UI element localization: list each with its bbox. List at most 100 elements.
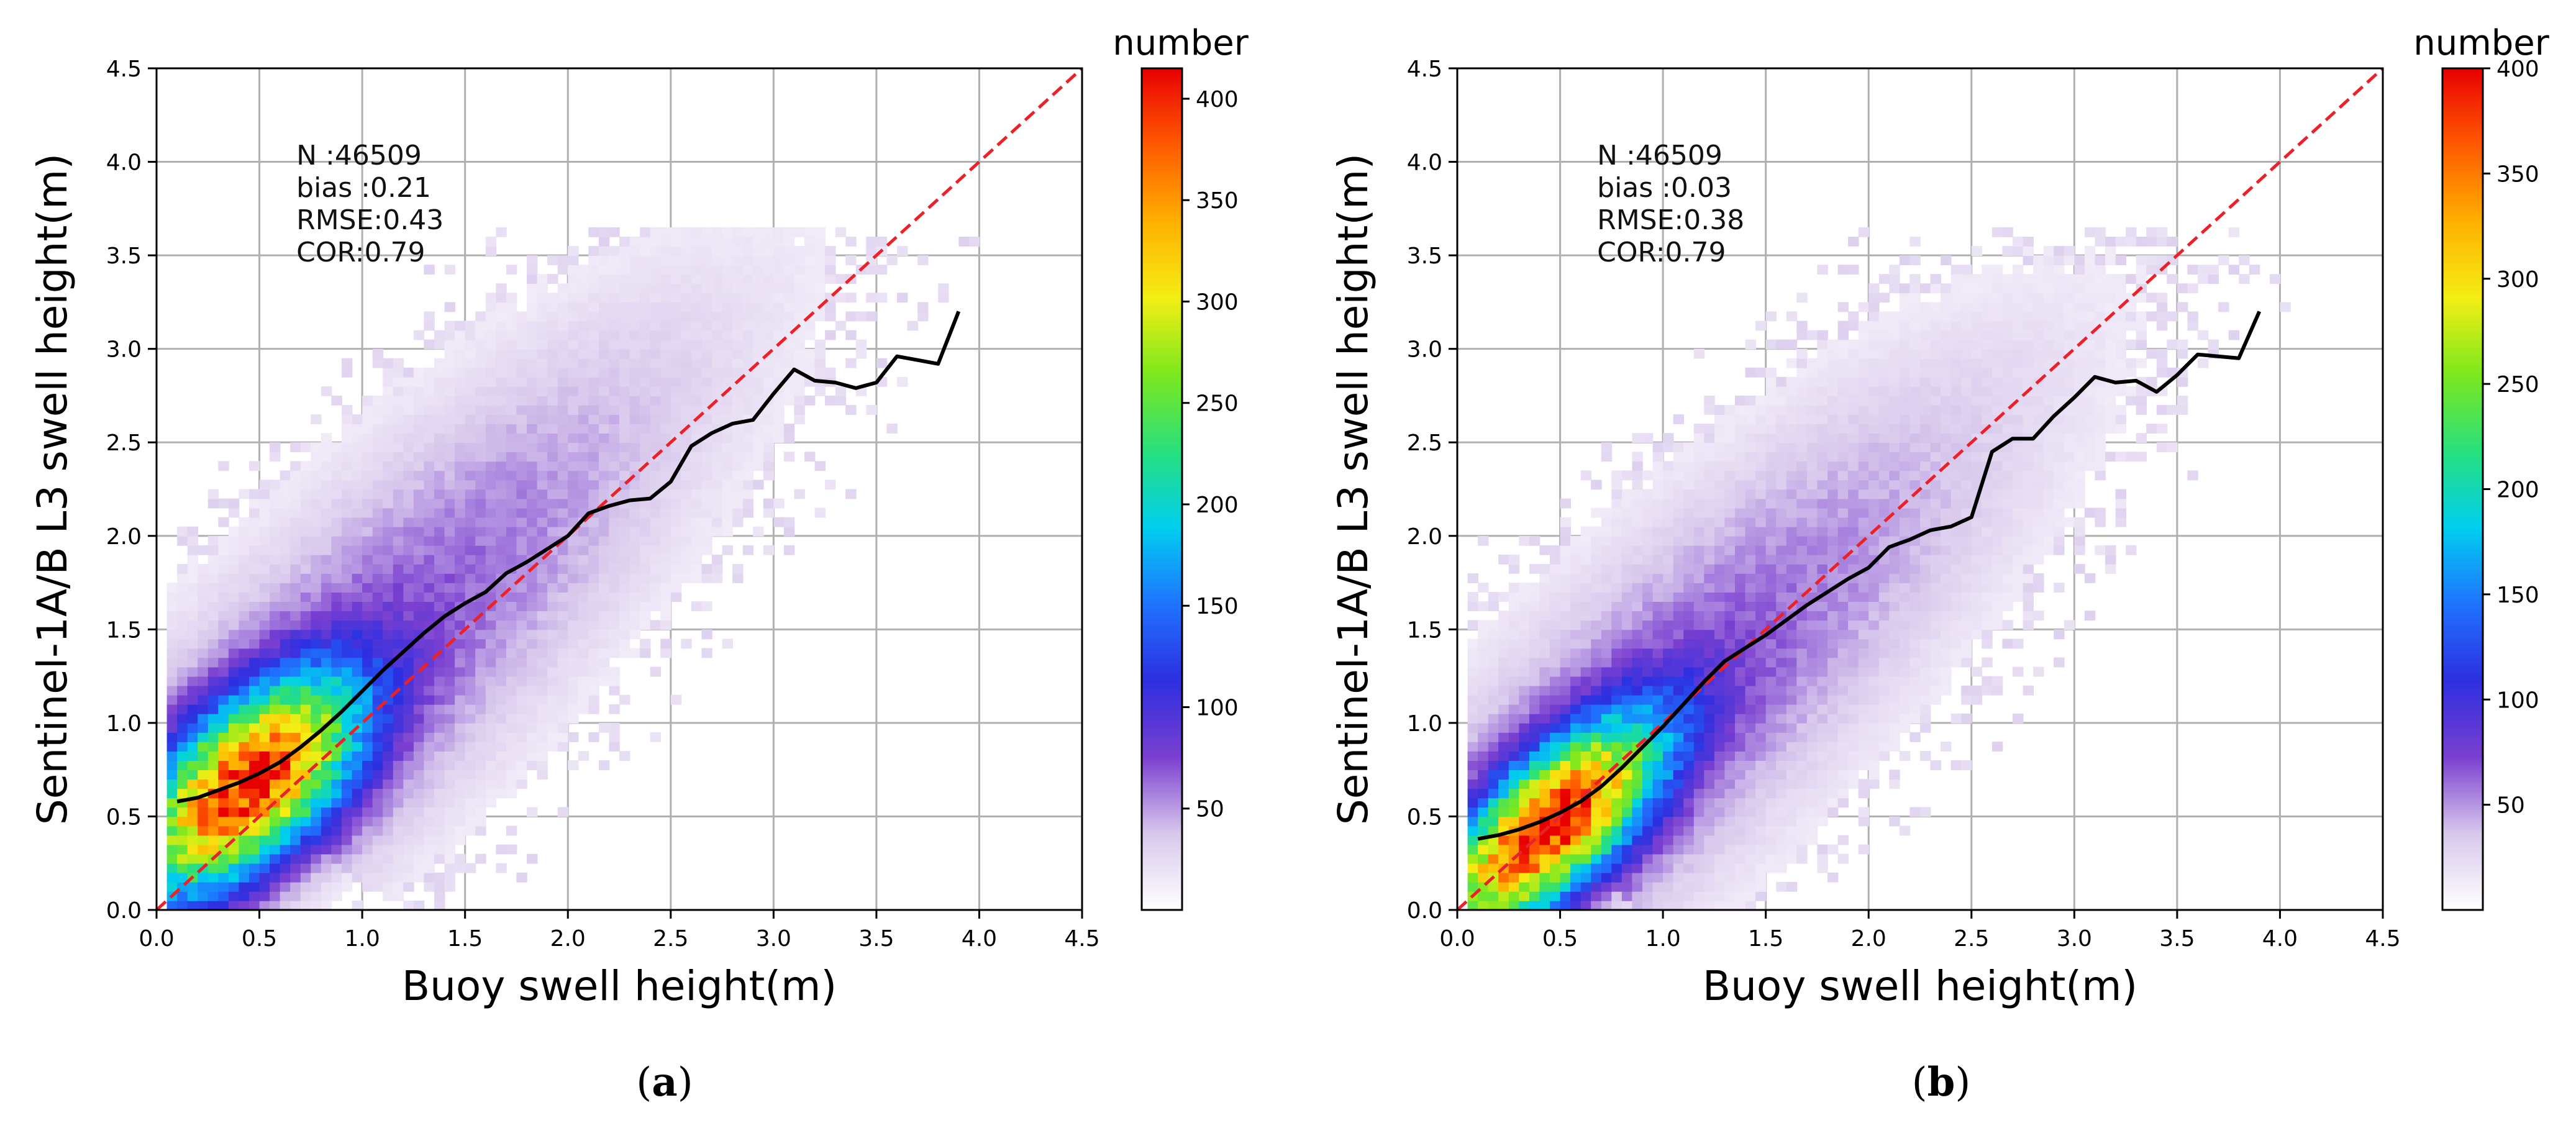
heatmap-cell [1704,788,1715,799]
heatmap-cell [383,442,394,453]
heatmap-cell [270,900,281,910]
heatmap-cell [177,732,188,742]
heatmap-cell [1642,900,1654,910]
heatmap-cell [1663,507,1674,518]
heatmap-cell [424,601,435,612]
heatmap-cell [228,535,240,546]
heatmap-cell [177,592,188,602]
heatmap-cell [516,611,527,621]
heatmap-cell [444,583,455,593]
heatmap-cell [609,732,620,742]
heatmap-cell [1765,583,1777,593]
heatmap-cell [1714,694,1726,705]
heatmap-cell [1663,835,1674,845]
heatmap-cell [1765,573,1777,583]
heatmap-cell [1478,853,1489,864]
heatmap-cell [403,376,414,387]
heatmap-cell [855,339,867,350]
heatmap-cell [1745,563,1756,574]
heatmap-cell [1693,844,1705,855]
heatmap-cell [207,760,219,770]
heatmap-cell [1560,891,1571,901]
heatmap-cell [598,330,610,340]
colorbar-tick-label: 100 [1196,695,1239,721]
heatmap-cell [413,376,425,387]
heatmap-cell [393,666,404,677]
heatmap-cell [598,424,610,434]
heatmap-cell [290,722,301,733]
heatmap-cell [228,620,240,630]
heatmap-cell [1765,405,1777,415]
heatmap-cell [568,283,579,294]
heatmap-cell [753,442,764,453]
heatmap-cell [742,265,754,275]
heatmap-cell [1673,657,1685,668]
heatmap-cell [444,779,455,789]
heatmap-cell [763,311,775,322]
heatmap-cell [485,376,497,387]
heatmap-cell [1611,742,1623,752]
heatmap-cell [270,779,281,789]
heatmap-cell [1601,760,1613,770]
heatmap-cell [527,545,538,555]
heatmap-cell [568,760,579,770]
heatmap-cell [444,648,455,658]
heatmap-cell [1508,620,1520,630]
heatmap-cell [1539,611,1550,621]
heatmap-cell [527,489,538,499]
heatmap-cell [424,452,435,462]
heatmap-cell [228,825,240,836]
heatmap-cell [311,816,322,827]
heatmap-cell [249,853,260,864]
heatmap-cell [1796,376,1808,387]
heatmap-cell [475,480,486,490]
heatmap-cell [166,639,178,649]
heatmap-cell [1539,751,1550,761]
heatmap-cell [455,517,466,527]
heatmap-cell [321,507,332,518]
heatmap-cell [383,601,394,612]
heatmap-cell [1601,601,1613,612]
heatmap-cell [1591,816,1602,827]
heatmap-cell [1806,779,1818,789]
heatmap-cell [516,535,527,546]
heatmap-cell [270,666,281,677]
heatmap-cell [1673,863,1685,873]
heatmap-cell [342,657,353,668]
heatmap-cell [1611,498,1623,509]
heatmap-cell [1745,760,1756,770]
stats-line: RMSE:0.43 [296,204,444,236]
heatmap-cell [455,330,466,340]
heatmap-cell [362,526,373,537]
heatmap-cell [1580,676,1592,686]
heatmap-cell [537,330,548,340]
heatmap-cell [228,545,240,555]
x-tick-label: 1.0 [344,926,380,952]
heatmap-cell [773,274,785,284]
heatmap-cell [1642,863,1654,873]
heatmap-cell [1724,685,1736,696]
heatmap-cell [516,414,527,424]
heatmap-cell [413,433,425,443]
heatmap-cell [742,237,754,247]
heatmap-cell [393,442,404,453]
heatmap-cell [547,694,558,705]
heatmap-cell [496,433,507,443]
heatmap-cell [660,639,671,649]
heatmap-cell [352,535,363,546]
heatmap-cell [270,601,281,612]
heatmap-cell [1786,835,1798,845]
heatmap-cell [321,601,332,612]
heatmap-cell [1693,639,1705,649]
heatmap-cell [352,601,363,612]
heatmap-cell [629,320,640,331]
heatmap-cell [300,825,312,836]
heatmap-cell [342,601,353,612]
heatmap-cell [773,283,785,294]
heatmap-cell [1724,601,1736,612]
heatmap-cell [506,507,517,518]
heatmap-cell [1632,498,1643,509]
heatmap-cell [547,442,558,453]
heatmap-cell [1611,563,1623,574]
heatmap-cell [1806,751,1818,761]
